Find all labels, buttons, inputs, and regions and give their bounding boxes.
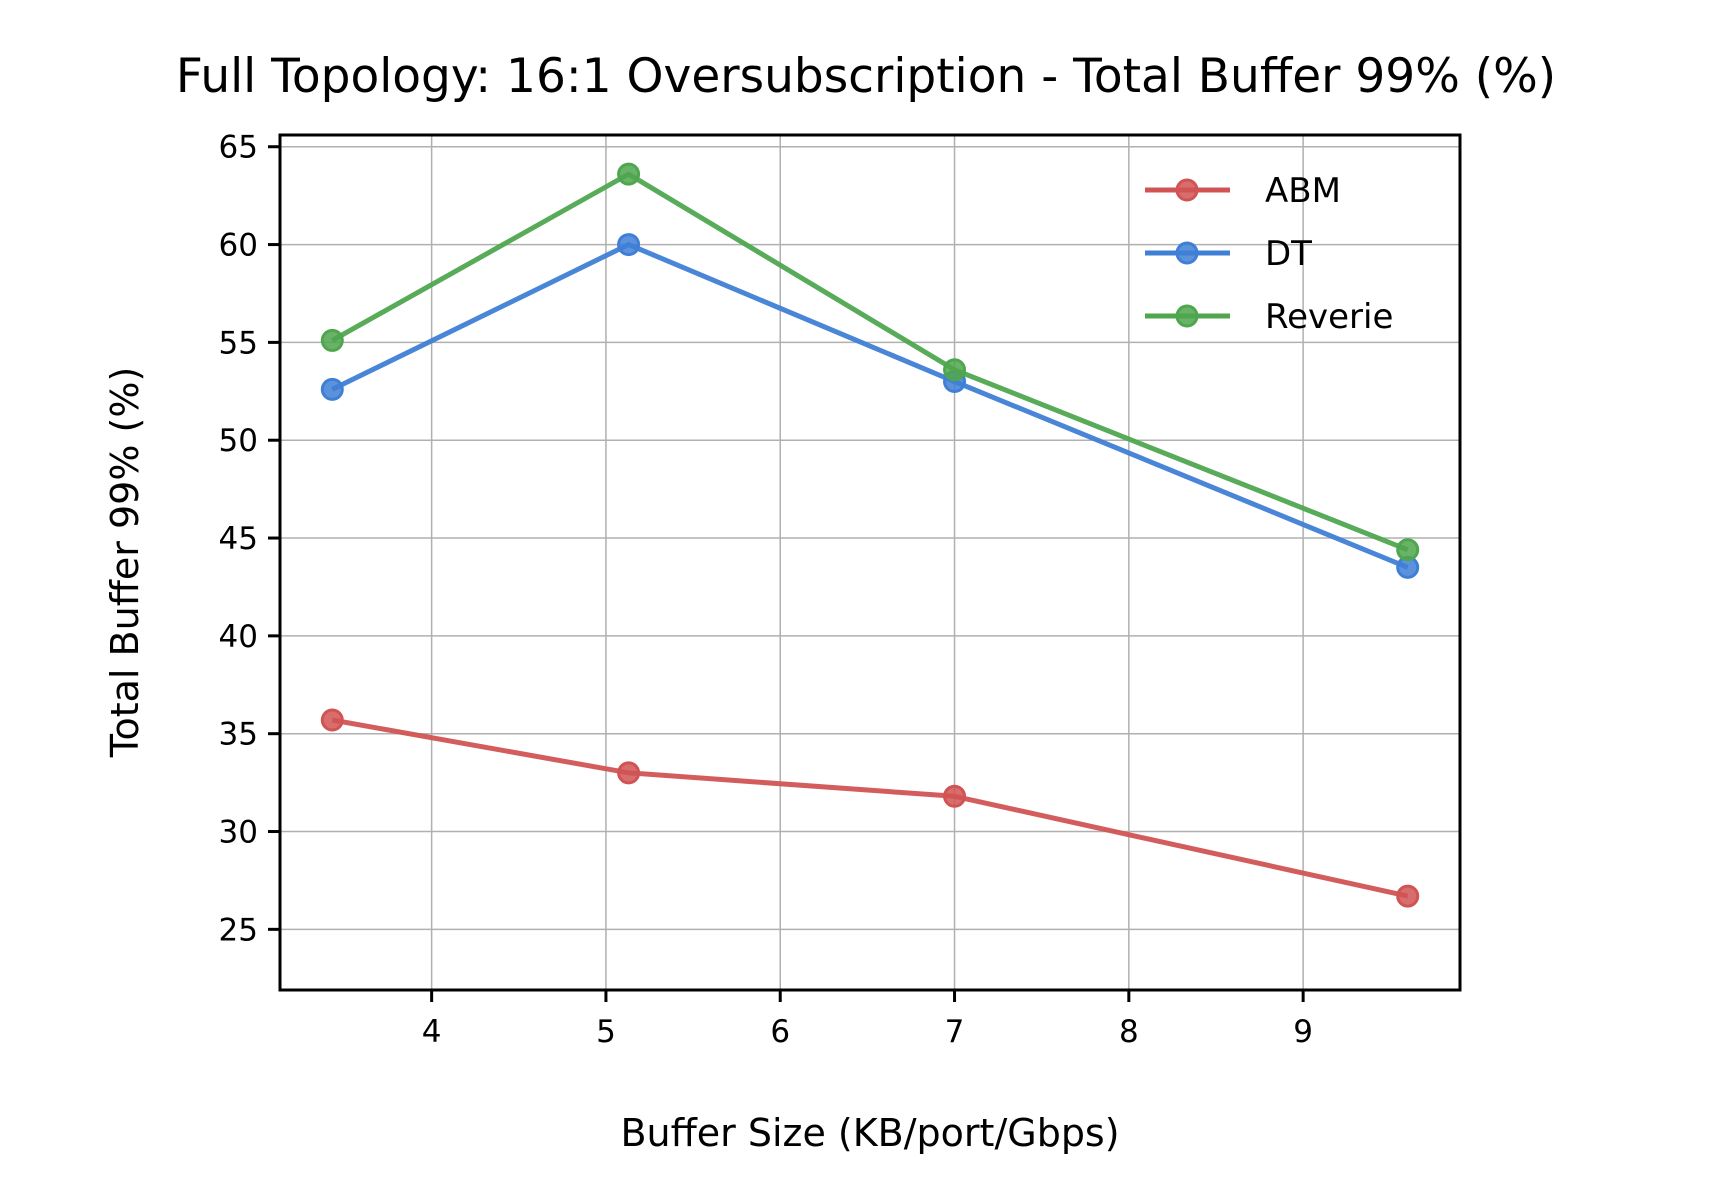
series-reverie bbox=[320, 162, 1420, 562]
legend-item-reverie: Reverie bbox=[1145, 297, 1393, 337]
legend-item-dt: DT bbox=[1145, 234, 1312, 274]
x-tick-label: 8 bbox=[1119, 1014, 1139, 1050]
legend-label-dt: DT bbox=[1265, 234, 1312, 274]
data-point-abm bbox=[617, 761, 641, 785]
data-point-reverie bbox=[1396, 538, 1420, 562]
data-point-abm bbox=[943, 784, 967, 808]
series-dt bbox=[320, 233, 1420, 579]
data-point-dt bbox=[617, 233, 641, 257]
legend-item-abm: ABM bbox=[1145, 171, 1341, 211]
x-tick-label: 7 bbox=[945, 1014, 965, 1050]
y-tick-label: 30 bbox=[219, 815, 258, 851]
y-tick-label: 65 bbox=[219, 130, 258, 166]
grid-lines bbox=[280, 135, 1460, 990]
y-tick-label: 35 bbox=[219, 717, 258, 753]
data-point-abm bbox=[320, 708, 344, 732]
legend-marker-dt bbox=[1175, 241, 1199, 265]
y-tick-label: 55 bbox=[219, 325, 258, 361]
x-tick-label: 9 bbox=[1293, 1014, 1313, 1050]
data-point-reverie bbox=[617, 162, 641, 186]
data-point-reverie bbox=[943, 358, 967, 382]
x-tick-label: 5 bbox=[596, 1014, 616, 1050]
y-tick-label: 60 bbox=[219, 228, 258, 264]
legend: ABM DT Reverie bbox=[1145, 171, 1393, 337]
chart-title: Full Topology: 16:1 Oversubscription - T… bbox=[176, 49, 1556, 104]
legend-marker-abm bbox=[1175, 178, 1199, 202]
legend-label-reverie: Reverie bbox=[1265, 297, 1393, 337]
series-line-reverie bbox=[331, 171, 1409, 553]
y-tick-label: 25 bbox=[219, 912, 258, 948]
x-axis-label: Buffer Size (KB/port/Gbps) bbox=[620, 1111, 1119, 1155]
legend-label-abm: ABM bbox=[1265, 171, 1341, 211]
y-tick-label: 45 bbox=[219, 521, 258, 557]
data-point-dt bbox=[320, 377, 344, 401]
data-point-reverie bbox=[320, 328, 344, 352]
legend-marker-reverie bbox=[1175, 304, 1199, 328]
x-tick-label: 4 bbox=[422, 1014, 442, 1050]
y-tick-label: 50 bbox=[219, 423, 258, 459]
series-line-dt bbox=[331, 242, 1409, 570]
data-point-abm bbox=[1396, 884, 1420, 908]
x-tick-label: 6 bbox=[770, 1014, 790, 1050]
plot-frame bbox=[278, 133, 1462, 992]
y-tick-label: 40 bbox=[219, 619, 258, 655]
series-line-abm bbox=[331, 717, 1409, 899]
y-axis-label: Total Buffer 99% (%) bbox=[103, 367, 147, 759]
series-group bbox=[320, 162, 1420, 908]
series-abm bbox=[320, 708, 1420, 908]
